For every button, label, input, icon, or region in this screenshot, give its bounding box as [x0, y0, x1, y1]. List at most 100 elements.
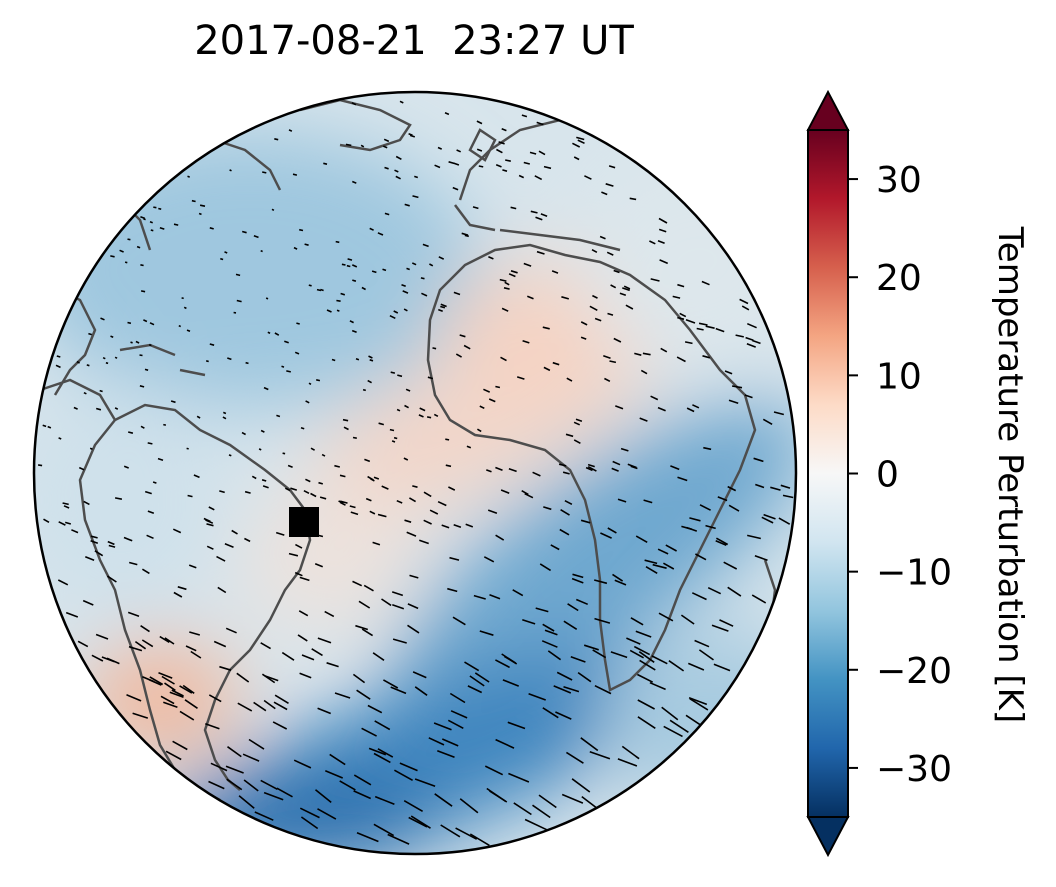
wind-vector: [396, 499, 403, 504]
colorbar-lower-extension: [806, 816, 850, 858]
wind-vector: [401, 283, 406, 288]
wind-vector: [558, 463, 567, 467]
wind-vector: [610, 651, 628, 659]
wind-vector: [236, 299, 242, 303]
wind-vector: [213, 640, 227, 648]
wind-vector: [314, 789, 332, 804]
wind-vector: [703, 446, 712, 451]
wind-vector: [450, 710, 468, 719]
wind-vector: [132, 712, 149, 719]
wind-vector: [405, 388, 411, 392]
wind-vector: [173, 223, 179, 226]
wind-vector: [57, 579, 69, 586]
wind-vector: [244, 490, 251, 494]
wind-vector: [369, 510, 376, 515]
wind-vector: [630, 465, 638, 470]
wind-vector: [463, 344, 471, 350]
wind-vector: [356, 831, 379, 843]
globe-map: [32, 90, 798, 856]
wind-vector: [241, 230, 247, 234]
wind-vector: [369, 359, 374, 362]
wind-vector: [719, 619, 734, 627]
wind-vector: [114, 356, 118, 359]
wind-vector: [496, 148, 503, 154]
wind-vector: [694, 639, 710, 648]
wind-vector: [83, 391, 87, 395]
wind-vector: [140, 425, 145, 429]
wind-vector: [705, 325, 715, 329]
wind-vector: [495, 466, 503, 472]
wind-vector: [613, 337, 622, 343]
wind-vector: [635, 630, 652, 638]
wind-vector: [106, 575, 117, 583]
wind-vector: [311, 648, 323, 657]
wind-vector: [625, 304, 634, 310]
wind-vector: [235, 273, 241, 277]
wind-vector: [408, 497, 417, 503]
wind-vector: [536, 121, 544, 126]
wind-vector: [552, 361, 560, 366]
wind-vector: [741, 305, 750, 311]
wind-vector: [423, 519, 432, 525]
wind-vector: [711, 624, 729, 632]
wind-vector: [187, 494, 193, 498]
wind-vector: [780, 484, 791, 489]
wind-vector: [384, 212, 390, 216]
wind-vector: [395, 175, 401, 180]
wind-vector: [338, 500, 344, 505]
wind-vector: [532, 804, 551, 819]
wind-vector: [438, 256, 445, 260]
wind-vector: [157, 457, 164, 461]
wind-vector: [409, 574, 419, 579]
wind-vector: [287, 464, 293, 468]
wind-vector: [540, 213, 548, 217]
wind-vector: [248, 738, 265, 750]
wind-vector: [88, 332, 93, 336]
wind-vector: [263, 791, 284, 801]
wind-vector: [355, 624, 369, 631]
wind-vector: [308, 382, 312, 386]
wind-vector: [529, 151, 537, 155]
wind-vector: [663, 562, 675, 570]
wind-vector: [414, 686, 428, 696]
wind-vector: [186, 447, 189, 450]
wind-vector: [717, 496, 728, 502]
wind-vector: [389, 428, 395, 432]
wind-vector: [637, 716, 656, 729]
wind-vector: [261, 479, 267, 482]
wind-vector: [392, 604, 405, 610]
wind-vector: [210, 762, 228, 772]
wind-vector: [495, 659, 510, 669]
wind-vector: [635, 535, 648, 543]
wind-vector: [746, 342, 756, 348]
wind-vector: [745, 336, 754, 341]
wind-vector: [361, 286, 366, 291]
wind-vector: [263, 386, 269, 391]
wind-vector: [163, 423, 167, 426]
wind-vector: [728, 399, 739, 404]
wind-vector: [253, 701, 267, 712]
wind-vector: [351, 102, 357, 106]
wind-vector: [669, 719, 689, 733]
wind-vector: [461, 232, 469, 236]
wind-vector: [244, 537, 251, 543]
wind-vector: [592, 649, 607, 659]
wind-vector: [340, 292, 346, 296]
wind-vector: [580, 519, 591, 524]
wind-vector: [713, 663, 731, 672]
wind-vector: [345, 143, 352, 147]
wind-vector: [383, 679, 399, 689]
wind-vector: [469, 675, 485, 687]
wind-vector: [196, 415, 201, 419]
wind-vector: [407, 603, 419, 610]
wind-vector: [715, 540, 727, 546]
wind-vector: [172, 740, 188, 751]
wind-vector: [339, 500, 348, 504]
coast-uk: [468, 128, 497, 162]
wind-vector: [326, 309, 332, 313]
wind-vector: [522, 618, 536, 625]
wind-vector: [626, 637, 641, 645]
wind-vector: [434, 164, 441, 169]
wind-vector: [276, 414, 281, 418]
wind-vector: [479, 405, 485, 410]
